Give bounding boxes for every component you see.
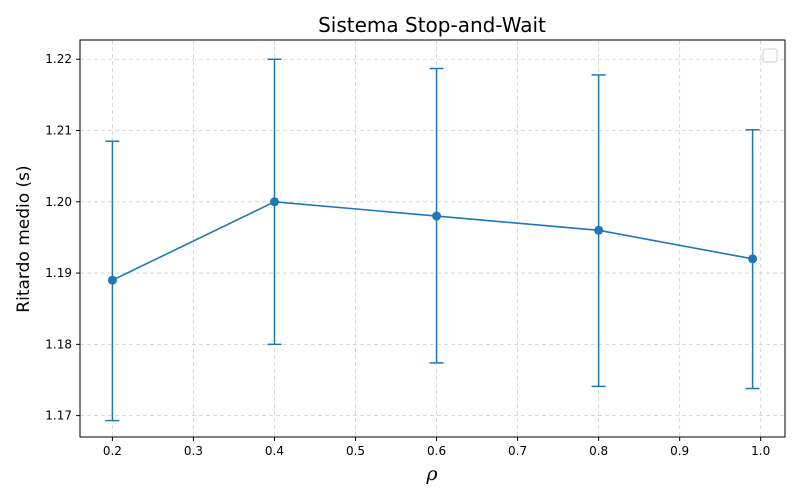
data-layer — [105, 58, 760, 422]
data-point-0-0 — [107, 275, 117, 285]
legend-box — [762, 48, 778, 63]
chart-title: Sistema Stop-and-Wait — [318, 13, 546, 37]
y-tick-label-1: 1.18 — [45, 337, 72, 351]
x-tick-label-3: 0.5 — [346, 444, 365, 458]
x-tick-label-4: 0.6 — [427, 444, 446, 458]
x-tick-label-2: 0.4 — [265, 444, 284, 458]
y-tick-label-0: 1.17 — [45, 409, 72, 423]
data-point-0-1 — [269, 197, 279, 207]
y-tick-label-2: 1.19 — [45, 266, 72, 280]
x-axis-label: ρ — [425, 463, 438, 485]
data-point-0-4 — [748, 254, 758, 264]
x-tick-label-1: 0.3 — [184, 444, 203, 458]
y-tick-label-5: 1.22 — [45, 52, 72, 66]
y-axis-label: Ritardo medio (s) — [14, 165, 34, 312]
data-point-0-3 — [594, 225, 604, 235]
x-tick-label-0: 0.2 — [103, 444, 122, 458]
data-point-0-2 — [432, 211, 442, 221]
y-tick-label-4: 1.21 — [45, 124, 72, 138]
x-tick-label-6: 0.8 — [589, 444, 608, 458]
y-tick-label-3: 1.20 — [45, 195, 72, 209]
x-tick-label-7: 0.9 — [670, 444, 689, 458]
x-tick-label-8: 1.0 — [751, 444, 770, 458]
plot-frame — [79, 39, 786, 438]
x-tick-label-5: 0.7 — [508, 444, 527, 458]
ticks: 0.2 0.3 0.4 0.5 0.6 0.7 0.8 0.9 1.0 1.17 1.18 1.19 1… — [45, 52, 770, 458]
